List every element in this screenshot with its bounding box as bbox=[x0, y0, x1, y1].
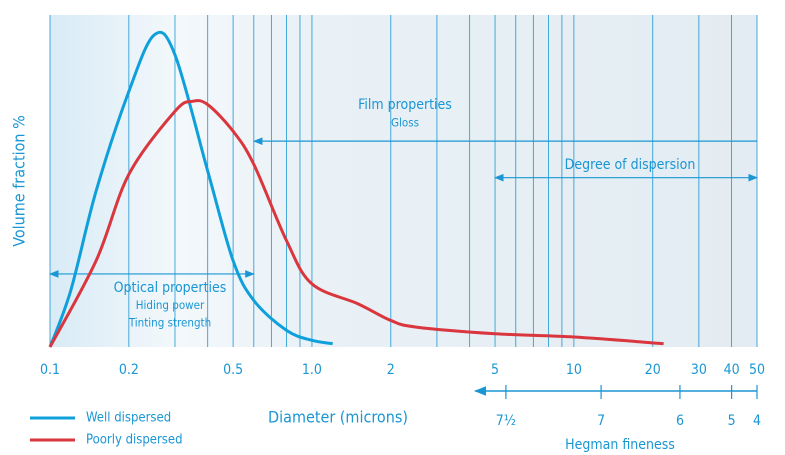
annotation-subtext: Hiding power bbox=[136, 298, 205, 312]
hegman-tick-label: 7½ bbox=[496, 413, 516, 429]
data-line bbox=[48, 99, 664, 348]
legend-label: Well dispersed bbox=[86, 411, 171, 426]
x-axis-label: Diameter (microns) bbox=[268, 408, 408, 427]
x-tick-label: 30 bbox=[691, 362, 707, 378]
x-tick-label: 5 bbox=[491, 362, 499, 378]
legend-label: Poorly dispersed bbox=[86, 433, 183, 448]
hegman-label: Hegman fineness bbox=[565, 437, 675, 453]
annotation-subtext: Tinting strength bbox=[128, 316, 211, 330]
annotation-text: Degree of dispersion bbox=[565, 157, 696, 173]
x-tick-label: 0.2 bbox=[119, 362, 139, 378]
annotation-subtext: Gloss bbox=[391, 116, 419, 130]
x-tick-label: 0.1 bbox=[40, 362, 60, 378]
x-tick-label: 2 bbox=[387, 362, 395, 378]
x-tick-label: 50 bbox=[749, 362, 765, 378]
hegman-tick-label: 4 bbox=[753, 413, 761, 429]
x-tick-label: 10 bbox=[566, 362, 582, 378]
annotation-text: Optical properties bbox=[114, 280, 227, 296]
data-line bbox=[48, 30, 333, 348]
x-tick-label: 20 bbox=[645, 362, 661, 378]
hegman-tick-label: 5 bbox=[728, 413, 736, 429]
hegman-tick-label: 6 bbox=[676, 413, 684, 429]
y-axis-label: Volume fraction % bbox=[10, 115, 29, 247]
hegman-tick-label: 7 bbox=[597, 413, 605, 429]
x-tick-label: 0.5 bbox=[223, 362, 243, 378]
annotation-text: Film properties bbox=[358, 97, 452, 113]
x-tick-label: 1.0 bbox=[302, 362, 322, 378]
x-tick-label: 40 bbox=[724, 362, 740, 378]
